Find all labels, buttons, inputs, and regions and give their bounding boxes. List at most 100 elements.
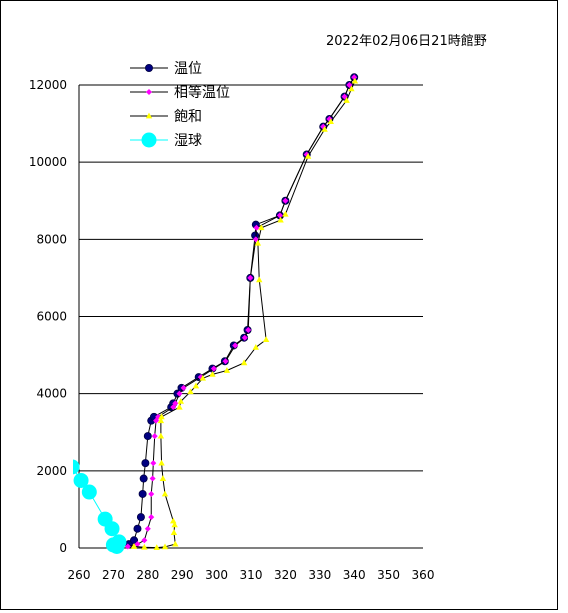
series-2-point xyxy=(151,433,158,440)
series-2-point xyxy=(176,390,183,397)
series-3-point xyxy=(158,459,165,466)
series-3-point xyxy=(141,543,148,550)
series-3-point xyxy=(348,85,355,92)
series-3-point xyxy=(304,152,312,159)
series-2-point xyxy=(210,365,217,372)
series-3-point xyxy=(170,517,177,524)
series-3-point xyxy=(223,367,231,373)
series-3-point xyxy=(351,77,359,84)
series-3-point xyxy=(256,276,263,283)
series-3-point xyxy=(192,382,200,389)
legend-label: 飽和 xyxy=(174,108,202,125)
series-2-point xyxy=(241,334,248,341)
series-2-point xyxy=(222,358,229,365)
series-4-point xyxy=(73,459,80,475)
legend-marker xyxy=(144,64,153,73)
x-tick-label: 360 xyxy=(412,568,435,582)
series-3-point xyxy=(176,403,183,410)
series-3-point xyxy=(187,388,194,395)
series-3-point xyxy=(172,540,179,547)
series-2-point xyxy=(150,460,157,467)
series-2-point xyxy=(351,74,358,81)
y-tick-label: 12000 xyxy=(29,78,67,92)
series-2-point xyxy=(276,212,283,219)
series-2-point xyxy=(149,475,156,482)
legend-entry-4: 湿球 xyxy=(130,132,202,149)
series-2-point xyxy=(172,400,179,407)
series-1-point xyxy=(133,524,142,533)
series-3-point xyxy=(254,239,262,246)
series-4 xyxy=(73,459,127,554)
series-3-point xyxy=(199,374,207,381)
series-3-point xyxy=(157,432,165,439)
legend-marker xyxy=(146,89,152,95)
series-3-point xyxy=(157,417,165,424)
series-4-point xyxy=(73,472,89,488)
chart-title: 2022年02月06日21時館野 xyxy=(326,34,487,49)
series-2-point xyxy=(232,342,239,349)
y-tick-label: 2000 xyxy=(36,464,67,478)
x-tick-label: 280 xyxy=(136,568,159,582)
x-tick-label: 330 xyxy=(308,568,331,582)
series-3-point xyxy=(327,118,335,125)
x-tick-label: 340 xyxy=(343,568,366,582)
series-3-point xyxy=(161,490,169,497)
series-3-point xyxy=(170,529,178,535)
legend-label: 温位 xyxy=(174,61,202,77)
series-3-point xyxy=(240,359,248,366)
series-3-point xyxy=(158,413,165,420)
x-tick-label: 350 xyxy=(377,568,400,582)
series-3-point xyxy=(262,336,270,343)
legend-marker xyxy=(141,132,157,148)
series-layer xyxy=(73,73,359,554)
series-3-point xyxy=(258,224,265,231)
tick-labels: 0 2000 4000 6000 8000 10000 12000 260 270 280 290 3… xyxy=(29,78,435,582)
x-tick-label: 270 xyxy=(102,568,125,582)
series-3-point xyxy=(130,543,138,549)
legend-label: 湿球 xyxy=(174,133,202,149)
series-2 xyxy=(124,74,358,550)
legend-label: 相等温位 xyxy=(174,84,230,101)
series-3-point xyxy=(252,343,260,350)
series-1-point xyxy=(136,513,145,522)
grid-lines xyxy=(79,84,423,472)
series-1-point xyxy=(139,474,148,483)
series-4-point xyxy=(81,484,97,500)
y-tick-label: 10000 xyxy=(29,155,67,169)
series-1-point xyxy=(138,489,147,498)
legend-entry-2: 相等温位 xyxy=(130,84,230,101)
series-3-point xyxy=(282,210,289,217)
series-3-point xyxy=(343,97,350,103)
y-tick-label: 0 xyxy=(59,541,67,555)
series-2-point xyxy=(141,537,148,544)
series-2-point xyxy=(180,384,187,391)
series-2-point xyxy=(282,197,289,204)
series-2-point xyxy=(148,514,155,521)
plot-area xyxy=(73,73,359,554)
series-2-point xyxy=(124,543,131,550)
series-2-point xyxy=(253,224,260,231)
x-tick-label: 290 xyxy=(171,568,194,582)
y-tick-label: 8000 xyxy=(36,232,67,246)
series-2-point xyxy=(134,541,141,548)
legend-entry-1: 温位 xyxy=(130,61,202,77)
x-tick-label: 320 xyxy=(274,568,297,582)
series-4-point xyxy=(109,538,125,554)
series-2-point xyxy=(247,274,254,281)
series-3-point xyxy=(321,125,328,132)
series-2-point xyxy=(245,327,252,334)
x-tick-label: 310 xyxy=(240,568,263,582)
legend-marker xyxy=(145,112,153,119)
series-2-point xyxy=(144,525,151,532)
series-3-point xyxy=(161,543,169,550)
series-3-point xyxy=(159,475,167,481)
y-tick-label: 6000 xyxy=(36,310,67,324)
x-tick-label: 300 xyxy=(205,568,228,582)
series-1-point xyxy=(141,459,150,468)
series-2-point xyxy=(148,490,155,497)
series-1-point xyxy=(143,432,152,441)
series-3 xyxy=(130,77,359,551)
series-3-point xyxy=(177,397,185,404)
